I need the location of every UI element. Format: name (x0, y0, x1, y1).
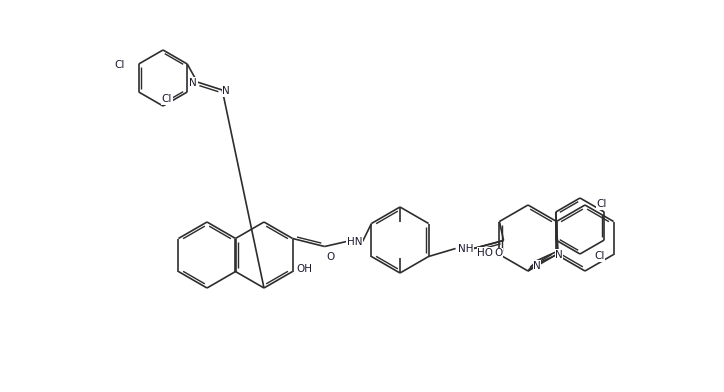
Text: O: O (494, 249, 502, 258)
Text: N: N (533, 261, 541, 271)
Text: N: N (555, 250, 563, 260)
Text: NH: NH (458, 243, 473, 254)
Text: N: N (222, 86, 230, 96)
Text: HO: HO (477, 247, 494, 258)
Text: Cl: Cl (594, 251, 605, 261)
Text: OH: OH (297, 265, 313, 274)
Text: Cl: Cl (161, 94, 172, 104)
Text: N: N (190, 78, 197, 88)
Text: Cl: Cl (114, 60, 125, 70)
Text: O: O (327, 252, 334, 261)
Text: Cl: Cl (596, 199, 607, 209)
Text: HN: HN (347, 236, 362, 247)
